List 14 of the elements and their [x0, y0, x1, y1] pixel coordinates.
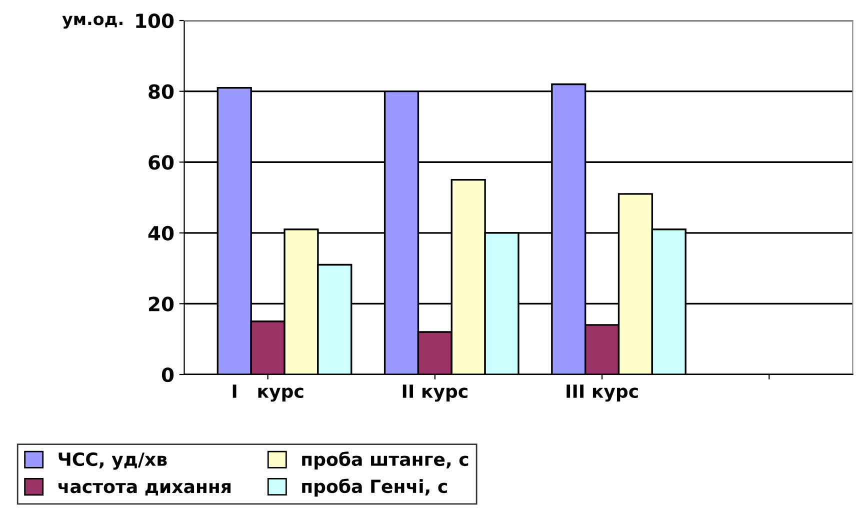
- legend-label: ЧСС, уд/хв: [58, 452, 167, 470]
- y-tick-label: 20: [149, 296, 174, 312]
- y-tick-label: 100: [136, 13, 174, 28]
- y-tick-label: 40: [148, 226, 174, 241]
- legend-label: проба Генчі, с: [302, 478, 447, 497]
- y-tick-label: 0: [162, 367, 174, 382]
- y-tick-label: 80: [148, 84, 174, 99]
- y-axis-title: ум.од.: [62, 16, 122, 29]
- legend-label: проба штанге, с: [302, 452, 468, 470]
- x-tick-label: I курс: [232, 384, 304, 402]
- legend-label: частота дихання: [58, 482, 231, 496]
- x-tick-label: II курс: [402, 384, 468, 402]
- y-tick-label: 60: [148, 155, 174, 170]
- x-tick-label: III курс: [566, 384, 638, 402]
